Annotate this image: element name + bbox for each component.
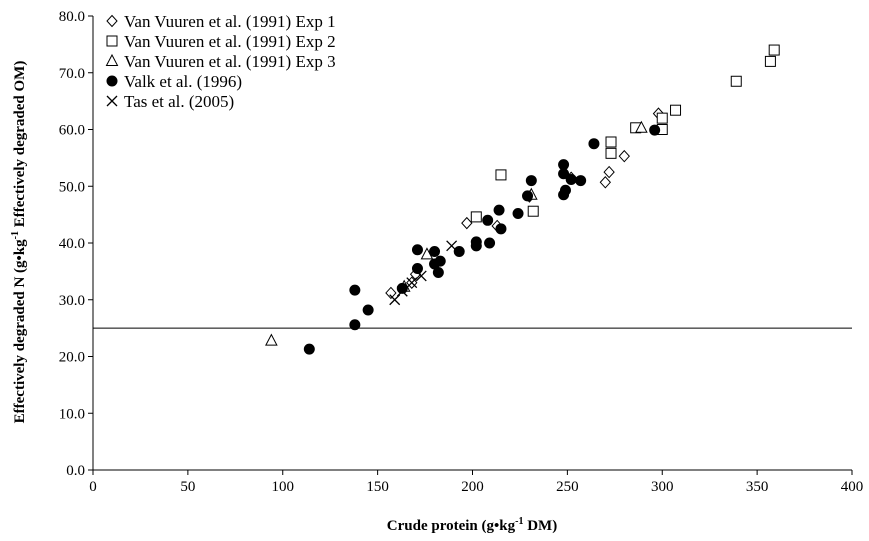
y-tick-label: 40.0	[59, 236, 85, 252]
legend-label: Van Vuuren et al. (1991) Exp 2	[124, 32, 336, 51]
legend-item: Valk et al. (1996)	[106, 72, 242, 91]
data-point-triangle	[635, 120, 648, 133]
data-point-square	[527, 205, 539, 217]
data-point-circle	[432, 267, 444, 279]
x-tick-label: 300	[651, 479, 674, 495]
data-point-diamond	[599, 176, 612, 189]
legend-item: Van Vuuren et al. (1991) Exp 2	[106, 32, 336, 51]
y-tick-label: 70.0	[59, 66, 85, 82]
x-axis-title: Crude protein (g•kg-1 DM)	[387, 516, 557, 534]
legend-marker-circle	[106, 75, 118, 87]
y-tick-label: 50.0	[59, 179, 85, 195]
legend-label: Van Vuuren et al. (1991) Exp 1	[124, 12, 336, 31]
x-tick-label: 400	[841, 479, 864, 495]
x-tick-label: 50	[180, 479, 195, 495]
legend-label: Valk et al. (1996)	[124, 72, 242, 91]
data-point-circle	[495, 223, 507, 235]
x-tick-label: 150	[366, 479, 389, 495]
data-point-diamond	[385, 286, 397, 300]
data-point-square	[730, 75, 742, 87]
y-tick-label: 20.0	[59, 350, 85, 366]
data-point-cross	[415, 270, 427, 282]
series-triangle	[265, 120, 648, 346]
data-point-cross	[446, 240, 458, 252]
x-tick-label: 100	[272, 479, 295, 495]
data-point-circle	[484, 237, 496, 249]
series-square	[470, 44, 780, 223]
data-point-circle	[349, 319, 361, 331]
x-axis-title-superscript: -1	[515, 516, 523, 527]
x-axis-title-tail: DM)	[523, 518, 557, 534]
data-point-diamond	[618, 149, 630, 163]
data-point-square	[605, 136, 617, 148]
y-axis-title: Effectively degraded N (g•kg-1 Effective…	[10, 61, 28, 424]
data-point-circle	[525, 175, 537, 187]
data-point-circle	[349, 284, 361, 296]
y-tick-label: 30.0	[59, 293, 85, 309]
data-point-circle	[482, 214, 494, 226]
legend-marker-diamond	[106, 14, 118, 28]
legend-label: Van Vuuren et al. (1991) Exp 3	[124, 52, 336, 71]
x-tick-label: 200	[461, 479, 484, 495]
series-cross	[389, 240, 458, 306]
data-point-circle	[522, 190, 534, 202]
y-axis-title-superscript: -1	[10, 231, 21, 239]
series-diamond	[385, 107, 665, 300]
data-point-square	[764, 55, 776, 67]
data-point-triangle	[265, 333, 278, 346]
data-point-circle	[512, 207, 524, 219]
y-axis-title-tail: Effectively degraded OM)	[12, 61, 28, 231]
x-axis-ticks: 0 50 100 150 200 250 300 350 400	[89, 470, 863, 495]
data-point-circle	[429, 246, 441, 258]
y-axis-title-main: Effectively degraded N (g•kg	[12, 239, 28, 423]
data-point-circle	[470, 240, 482, 252]
data-point-square	[495, 169, 507, 181]
legend-item: Van Vuuren et al. (1991) Exp 1	[106, 12, 336, 31]
data-points	[265, 44, 780, 355]
data-point-cross	[396, 285, 408, 297]
legend-marker-square	[106, 35, 118, 47]
data-point-circle	[575, 175, 587, 187]
data-point-circle	[493, 204, 505, 216]
y-tick-label: 0.0	[66, 463, 85, 479]
data-point-circle	[434, 255, 446, 267]
data-point-circle	[558, 168, 570, 180]
data-point-circle	[411, 263, 423, 275]
legend-item: Tas et al. (2005)	[106, 92, 234, 111]
legend-marker-cross	[106, 95, 118, 107]
data-point-cross	[406, 277, 418, 289]
data-point-circle	[396, 282, 408, 294]
data-point-circle	[588, 138, 600, 150]
data-point-square	[470, 211, 482, 223]
data-point-circle	[565, 173, 577, 185]
data-point-circle	[303, 343, 315, 355]
data-point-square	[605, 147, 617, 159]
y-tick-label: 10.0	[59, 406, 85, 422]
y-axis-ticks: 0.0 10.0 20.0 30.0 40.0 50.0 60.0 70.0 80.0	[59, 9, 93, 479]
data-point-square	[768, 44, 780, 56]
x-tick-label: 250	[556, 479, 579, 495]
x-axis-title-main: Crude protein (g•kg	[387, 518, 516, 534]
x-tick-label: 350	[746, 479, 769, 495]
y-tick-label: 80.0	[59, 9, 85, 25]
legend-item: Van Vuuren et al. (1991) Exp 3	[105, 52, 336, 71]
y-tick-label: 60.0	[59, 123, 85, 139]
data-point-square	[670, 104, 682, 116]
data-point-circle	[453, 246, 465, 258]
legend-marker-triangle	[105, 53, 119, 66]
legend-label: Tas et al. (2005)	[124, 92, 234, 111]
data-point-diamond	[603, 165, 615, 179]
data-point-circle	[411, 244, 423, 256]
data-point-diamond	[461, 216, 473, 230]
data-point-circle	[559, 184, 571, 196]
data-point-cross	[389, 294, 401, 306]
series-circle	[303, 124, 661, 355]
x-tick-label: 0	[89, 479, 97, 495]
data-point-circle	[649, 124, 661, 136]
data-point-circle	[558, 159, 570, 171]
data-point-circle	[362, 304, 374, 316]
data-point-square	[656, 112, 668, 124]
